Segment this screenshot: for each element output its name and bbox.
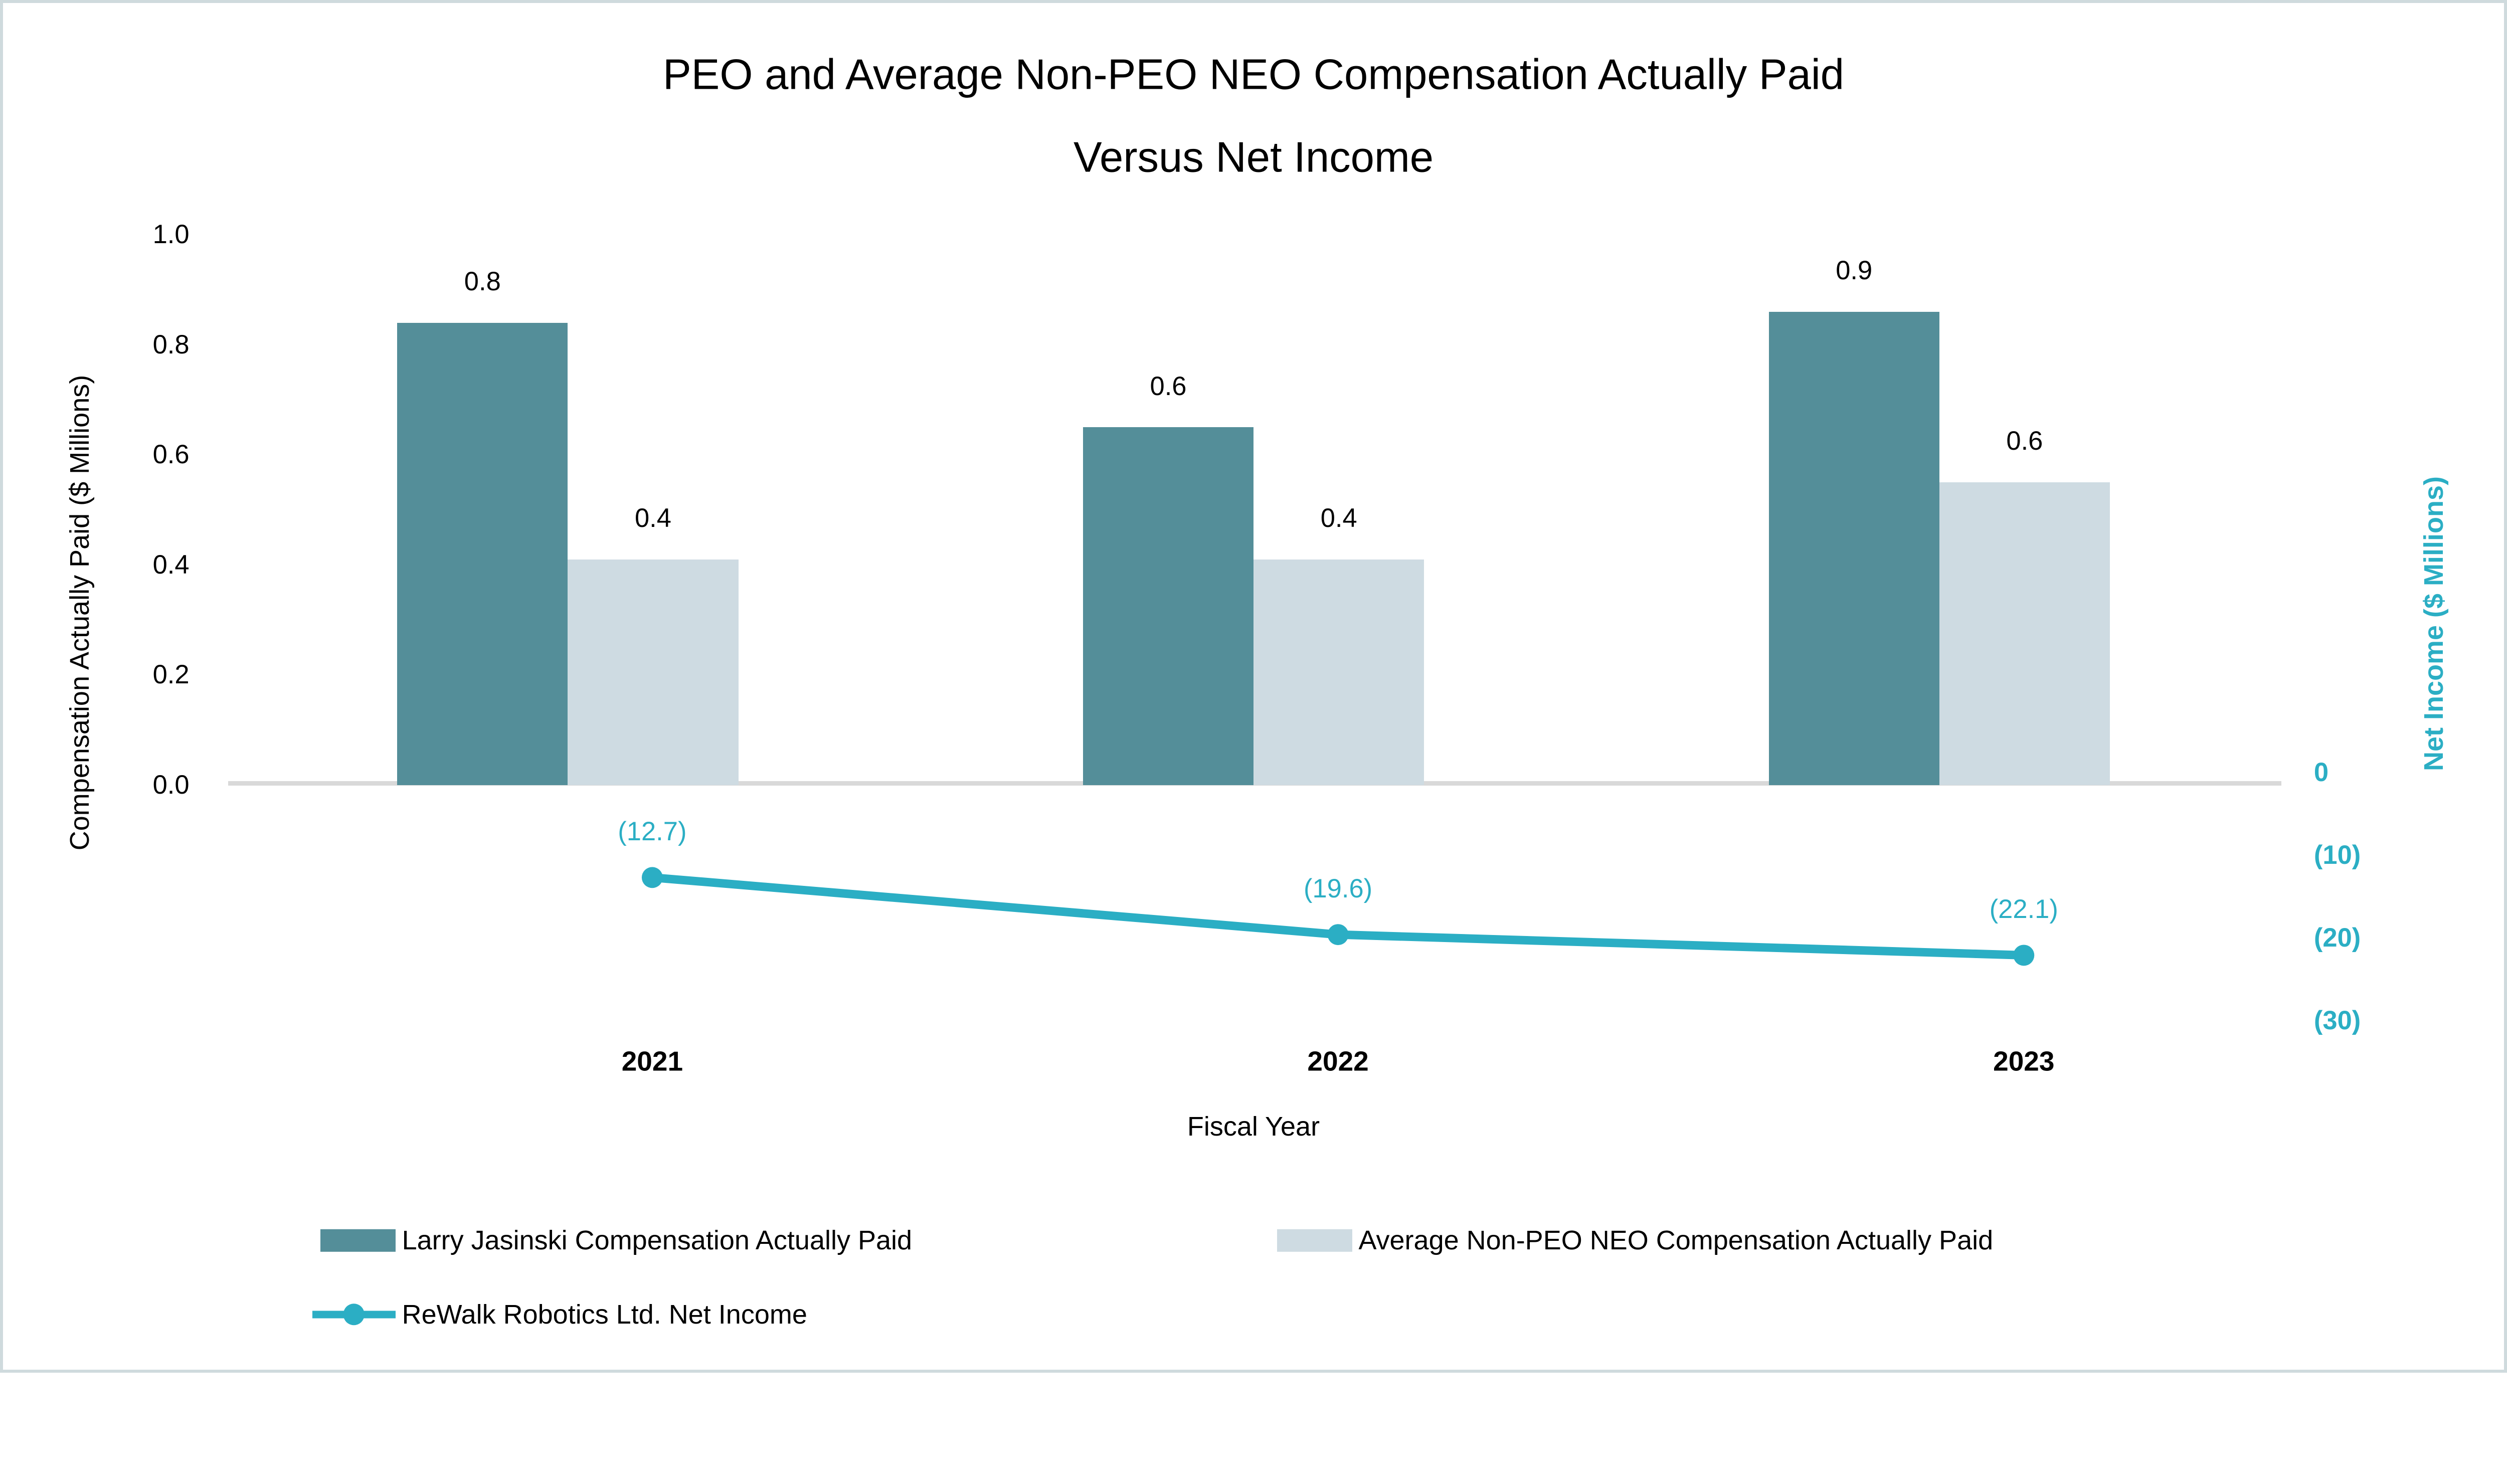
legend-swatch-nonpeo bbox=[1277, 1229, 1352, 1252]
bar-data-label: 0.4 bbox=[634, 503, 671, 533]
bar-data-label: 0.6 bbox=[2006, 426, 2043, 456]
x-axis-label-2021: 2021 bbox=[621, 1045, 683, 1077]
bar-peo-2023 bbox=[1768, 311, 1939, 786]
bar-nonpeo-2022 bbox=[1254, 559, 1424, 786]
line-data-label: (22.1) bbox=[1989, 894, 2058, 924]
line-data-label: (19.6) bbox=[1304, 873, 1373, 903]
x-axis-label-2023: 2023 bbox=[1993, 1045, 2055, 1077]
legend-label-net-income: ReWalk Robotics Ltd. Net Income bbox=[402, 1299, 807, 1330]
x-axis-label-2022: 2022 bbox=[1307, 1045, 1369, 1077]
net-income-marker-2021 bbox=[641, 867, 663, 888]
x-axis-title: Fiscal Year bbox=[1187, 1111, 1320, 1142]
right-y-axis-title: Net Income ($ Millions) bbox=[2419, 476, 2449, 771]
legend-line-dot-icon bbox=[343, 1304, 365, 1325]
bar-data-label: 0.9 bbox=[1836, 255, 1873, 285]
net-income-marker-2022 bbox=[1327, 924, 1349, 946]
bar-data-label: 0.8 bbox=[464, 266, 501, 296]
legend-line-marker-icon bbox=[312, 1304, 396, 1325]
bar-data-label: 0.6 bbox=[1150, 371, 1187, 401]
left-y-axis-tick: 1.0 bbox=[152, 219, 190, 249]
left-y-axis-tick: 0.0 bbox=[152, 770, 190, 800]
bar-peo-2022 bbox=[1083, 427, 1254, 786]
right-y-axis-tick: (10) bbox=[2313, 840, 2361, 870]
bar-data-label: 0.4 bbox=[1320, 503, 1357, 533]
chart-canvas: PEO and Average Non-PEO NEO Compensation… bbox=[0, 0, 2507, 1373]
left-y-axis-tick: 0.2 bbox=[152, 660, 190, 690]
net-income-marker-2023 bbox=[2013, 945, 2035, 966]
right-y-axis-tick: (20) bbox=[2313, 922, 2361, 953]
bar-peo-2021 bbox=[397, 322, 568, 786]
left-y-axis-tick: 0.6 bbox=[152, 440, 190, 470]
right-y-axis-tick: (30) bbox=[2313, 1005, 2361, 1035]
left-y-axis-tick: 0.4 bbox=[152, 549, 190, 580]
chart-title-line1: PEO and Average Non-PEO NEO Compensation… bbox=[662, 51, 1845, 99]
left-y-axis-tick: 0.8 bbox=[152, 329, 190, 359]
bar-nonpeo-2023 bbox=[1939, 482, 2110, 786]
right-y-axis-tick: 0 bbox=[2313, 757, 2329, 787]
line-data-label: (12.7) bbox=[618, 816, 687, 846]
legend-label-nonpeo: Average Non-PEO NEO Compensation Actuall… bbox=[1358, 1225, 1994, 1256]
chart-title-line2: Versus Net Income bbox=[1073, 133, 1434, 181]
legend-label-peo: Larry Jasinski Compensation Actually Pai… bbox=[402, 1225, 913, 1256]
legend-swatch-peo bbox=[320, 1229, 396, 1252]
bar-nonpeo-2021 bbox=[568, 559, 739, 786]
